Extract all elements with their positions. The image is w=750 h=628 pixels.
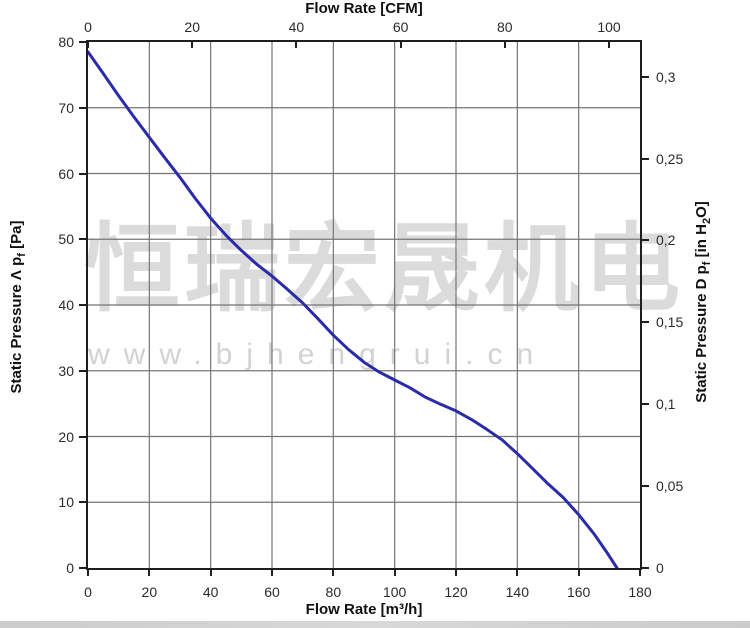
bottom-axis-tick-label: 140 xyxy=(505,584,529,600)
right-axis-tick-label: 0,1 xyxy=(656,396,676,413)
right-axis-tick-label: 0,25 xyxy=(656,150,684,167)
bottom-axis-title-text: Flow Rate [m³/h] xyxy=(305,601,423,618)
left-axis-tick-label: 60 xyxy=(58,165,74,182)
left-axis-tick-label: 10 xyxy=(58,494,74,511)
bottom-axis-tick xyxy=(87,570,89,576)
right-axis-title-sub: f xyxy=(701,261,713,266)
top-axis-tick-label: 20 xyxy=(184,19,200,35)
bottom-axis-tick-label: 120 xyxy=(444,584,468,600)
left-axis-tick xyxy=(79,435,86,438)
bottom-axis-tick-label: 80 xyxy=(325,584,342,600)
right-axis-tick-label: 0,3 xyxy=(656,68,676,85)
right-axis-tick xyxy=(642,75,649,78)
bottom-axis-tick-label: 60 xyxy=(264,584,280,600)
watermark-website-text: www.bjhengrui.cn xyxy=(88,338,548,371)
bottom-axis-tick xyxy=(455,570,457,576)
left-axis-tick-label: 50 xyxy=(58,231,74,248)
bottom-axis-tick xyxy=(332,570,335,576)
left-axis-tick xyxy=(79,41,86,43)
bottom-axis-tick-label: 40 xyxy=(202,584,219,600)
left-axis-title: Static Pressure Λ pf [Pa] xyxy=(8,167,28,447)
bottom-axis-tick-label: 20 xyxy=(141,584,158,600)
bottom-axis-tick-label: 100 xyxy=(382,584,407,600)
top-axis-tick-label: 60 xyxy=(392,19,409,35)
left-axis-tick-label: 80 xyxy=(58,34,74,50)
bottom-axis-tick xyxy=(148,570,151,576)
top-axis-tick-label: 0 xyxy=(84,19,92,35)
right-axis-tick xyxy=(642,403,649,406)
right-axis-tick-label: 0 xyxy=(656,560,664,576)
left-axis-title-sub: f xyxy=(16,253,28,257)
bottom-axis-tick-label: 0 xyxy=(84,584,92,600)
bottom-axis-tick xyxy=(393,570,396,576)
top-axis-title: Flow Rate [CFM] xyxy=(88,0,640,18)
plot-area xyxy=(86,40,642,570)
right-axis-tick xyxy=(642,321,649,324)
left-axis-tick xyxy=(79,106,86,109)
bottom-axis-title: Flow Rate [m³/h] xyxy=(88,601,640,618)
bottom-axis-tick-label: 160 xyxy=(566,584,591,600)
left-axis-tick xyxy=(79,501,86,504)
top-axis-tick xyxy=(399,42,402,48)
right-axis-tick xyxy=(642,567,649,569)
bottom-axis-tick xyxy=(271,570,273,576)
left-axis-tick-label: 0 xyxy=(66,560,74,576)
right-axis-tick xyxy=(642,485,649,488)
top-axis-tick xyxy=(87,42,89,48)
bottom-axis-tick xyxy=(516,570,519,576)
left-axis-tick xyxy=(79,369,86,372)
left-axis-tick-label: 40 xyxy=(58,297,74,313)
top-axis-tick xyxy=(503,42,506,48)
right-axis-tick xyxy=(642,239,649,242)
left-axis-title-unit: [Pa] xyxy=(8,220,25,254)
top-axis-tick xyxy=(191,42,194,48)
right-axis-tick-label: 0,05 xyxy=(656,478,684,495)
right-axis-tick-label: 0,15 xyxy=(656,314,684,331)
bottom-axis-tick-label: 180 xyxy=(628,584,652,600)
plot-canvas xyxy=(88,42,640,568)
bottom-axis-tick xyxy=(209,570,212,576)
right-axis-title-unit-sub: 2 xyxy=(701,217,713,225)
left-axis-tick-label: 70 xyxy=(58,99,74,116)
bottom-gray-band xyxy=(0,621,750,628)
left-axis-title-main: Static Pressure Λ p xyxy=(8,256,25,394)
right-axis-tick xyxy=(642,157,649,160)
right-axis-title-main: Static Pressure D p xyxy=(693,265,710,403)
bottom-axis-tick xyxy=(639,570,641,576)
top-axis-title-text: Flow Rate [CFM] xyxy=(305,0,423,17)
top-axis-tick xyxy=(295,42,298,48)
top-axis-tick-label: 40 xyxy=(288,19,305,35)
left-axis-tick-label: 30 xyxy=(58,362,74,379)
left-axis-tick xyxy=(79,567,86,569)
right-axis-tick-label: 0,2 xyxy=(656,232,676,249)
right-axis-title-unit-post: O] xyxy=(693,201,710,218)
left-axis-tick xyxy=(79,304,86,306)
left-axis-tick xyxy=(79,172,86,175)
pressure-flow-curve xyxy=(88,50,619,568)
top-axis-tick xyxy=(608,42,611,48)
watermark-chinese-text: 恒瑞宏晟机电 xyxy=(84,216,684,323)
bottom-axis-tick xyxy=(577,570,580,576)
left-axis-tick xyxy=(79,238,86,241)
top-axis-tick-label: 100 xyxy=(597,19,621,35)
left-axis-tick-label: 20 xyxy=(58,428,74,445)
top-axis-tick-label: 80 xyxy=(497,19,513,35)
